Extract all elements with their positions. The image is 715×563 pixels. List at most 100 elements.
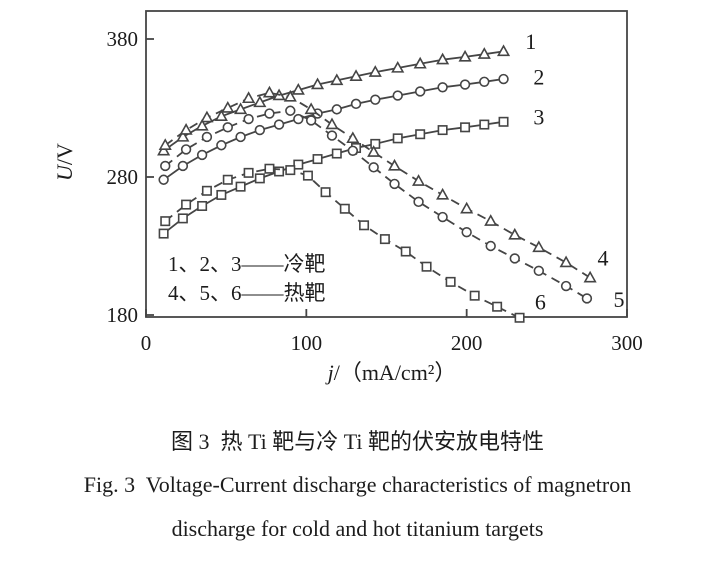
caption-chinese: 图 3 热 Ti 靶与冷 Ti 靶的伏安放电特性 [170, 429, 545, 454]
series-2-marker-circle [254, 124, 266, 136]
series-4-marker-triangle [304, 102, 318, 115]
series-3-marker-square [437, 125, 448, 136]
series-1-marker-triangle [496, 44, 511, 57]
series-3-marker-square [293, 159, 304, 170]
series-3-marker-square [274, 166, 285, 177]
series-2-marker-circle [293, 113, 304, 125]
x-tick-label: 200 [451, 331, 483, 355]
series-4-marker-triangle [262, 85, 277, 98]
series-5-marker-circle [533, 265, 545, 277]
x-tick-label: 100 [291, 331, 323, 355]
series-4-marker-triangle [460, 201, 474, 214]
series-4-marker-triangle [221, 100, 235, 113]
series-3-marker-square [197, 200, 208, 211]
series-1-marker-triangle [368, 65, 382, 77]
series-3-marker-square [479, 119, 490, 130]
series-3-marker-square [254, 173, 265, 184]
series-5-marker-circle [222, 122, 233, 133]
series-6-marker-square [320, 187, 331, 198]
series-5-marker-circle [485, 240, 496, 252]
series-6-marker-square [379, 234, 390, 245]
series-6-marker-square [222, 174, 233, 185]
series-5-marker-circle [389, 178, 400, 190]
series-2-marker-circle [158, 174, 169, 185]
series-6-label: 6 [535, 290, 546, 315]
y-axis-label: U/V [52, 143, 77, 181]
series-1-marker-triangle [195, 118, 209, 131]
series-5-label: 5 [613, 287, 624, 312]
series-1-marker-triangle [310, 77, 325, 90]
series-4-line [164, 91, 591, 279]
series-1-marker-triangle [458, 49, 472, 62]
series-2-label: 2 [533, 65, 544, 90]
series-5-marker-circle [461, 227, 472, 238]
series-5-marker-circle [285, 105, 296, 116]
series-1-marker-triangle [477, 47, 491, 59]
series-3-marker-square [331, 148, 342, 159]
series-2-marker-circle [498, 73, 509, 85]
series-6-marker-square [514, 312, 525, 323]
series-3-marker-square [158, 228, 169, 239]
series-2-marker-circle [370, 94, 381, 105]
series-2-marker-circle [235, 131, 246, 143]
series-4-label: 4 [597, 245, 608, 270]
series-6-marker-square [492, 301, 503, 312]
series-6-marker-square [264, 163, 275, 174]
series-1-marker-triangle [291, 83, 305, 95]
series-2-marker-circle [414, 86, 426, 97]
series-6-marker-square [359, 220, 370, 231]
x-tick-label: 300 [611, 331, 643, 355]
voltage-current-chart: 180 280 380 0 100 200 300 U/V j/（mA/cm²） 1、2、3——冷… [52, 10, 643, 385]
series-1-marker-triangle [436, 52, 450, 65]
series-5-marker-circle [509, 253, 520, 264]
series-2-marker-circle [392, 90, 403, 101]
series-4-marker-triangle [325, 117, 339, 130]
series-5-marker-circle [201, 131, 213, 143]
series-4-marker-triangle [346, 131, 360, 144]
series-4-marker-triangle [179, 123, 193, 135]
series-1-marker-triangle [157, 143, 171, 156]
series-6-marker-square [285, 165, 296, 176]
series-6-marker-square [400, 246, 411, 257]
series-5-marker-circle [581, 293, 593, 304]
series-1-marker-triangle [234, 102, 248, 115]
series-1-marker-triangle [413, 56, 427, 69]
series-1-marker-triangle [253, 95, 267, 108]
series-1-marker-triangle [176, 129, 190, 142]
plot-area [145, 10, 628, 318]
series-2-marker-circle [479, 76, 490, 87]
series-2-marker-circle [273, 119, 285, 130]
series-6-marker-square [469, 290, 480, 301]
series-4-marker-triangle [367, 145, 381, 157]
series-2-marker-circle [350, 98, 362, 110]
series-3-marker-square [392, 133, 403, 144]
series-3-marker-square [216, 189, 227, 200]
series-2-marker-circle [437, 82, 448, 93]
series-3-marker-square [498, 116, 509, 127]
series-4-marker-triangle [484, 214, 498, 226]
series-3-marker-square [460, 122, 471, 133]
series-2-marker-circle [196, 149, 208, 161]
caption-english-line1: Fig. 3 Voltage-Current discharge charact… [83, 472, 632, 497]
y-tick-label: 180 [107, 303, 139, 327]
series-4-marker-triangle [242, 91, 256, 104]
series-6-marker-square [302, 170, 313, 181]
series-1-label: 1 [525, 29, 536, 54]
series-6-marker-square [445, 276, 456, 287]
series-3-label: 3 [533, 105, 544, 130]
series-1-marker-triangle [391, 60, 405, 73]
series-6-marker-square [160, 216, 171, 227]
series-4-marker-triangle [387, 158, 402, 171]
series-4-marker-triangle [559, 255, 573, 268]
series-4-marker-triangle [158, 138, 172, 150]
series-5-marker-circle [264, 108, 275, 119]
series-2-marker-circle [177, 160, 189, 172]
series-6-marker-square [181, 199, 192, 210]
series-5-marker-circle [368, 162, 379, 173]
series-5-marker-circle [413, 196, 424, 208]
series-5-marker-circle [180, 144, 192, 155]
x-axis-label: j/（mA/cm²） [325, 360, 457, 385]
series-4-marker-triangle [532, 240, 546, 253]
series-6-marker-square [421, 261, 432, 272]
series-4-marker-triangle [283, 89, 297, 102]
